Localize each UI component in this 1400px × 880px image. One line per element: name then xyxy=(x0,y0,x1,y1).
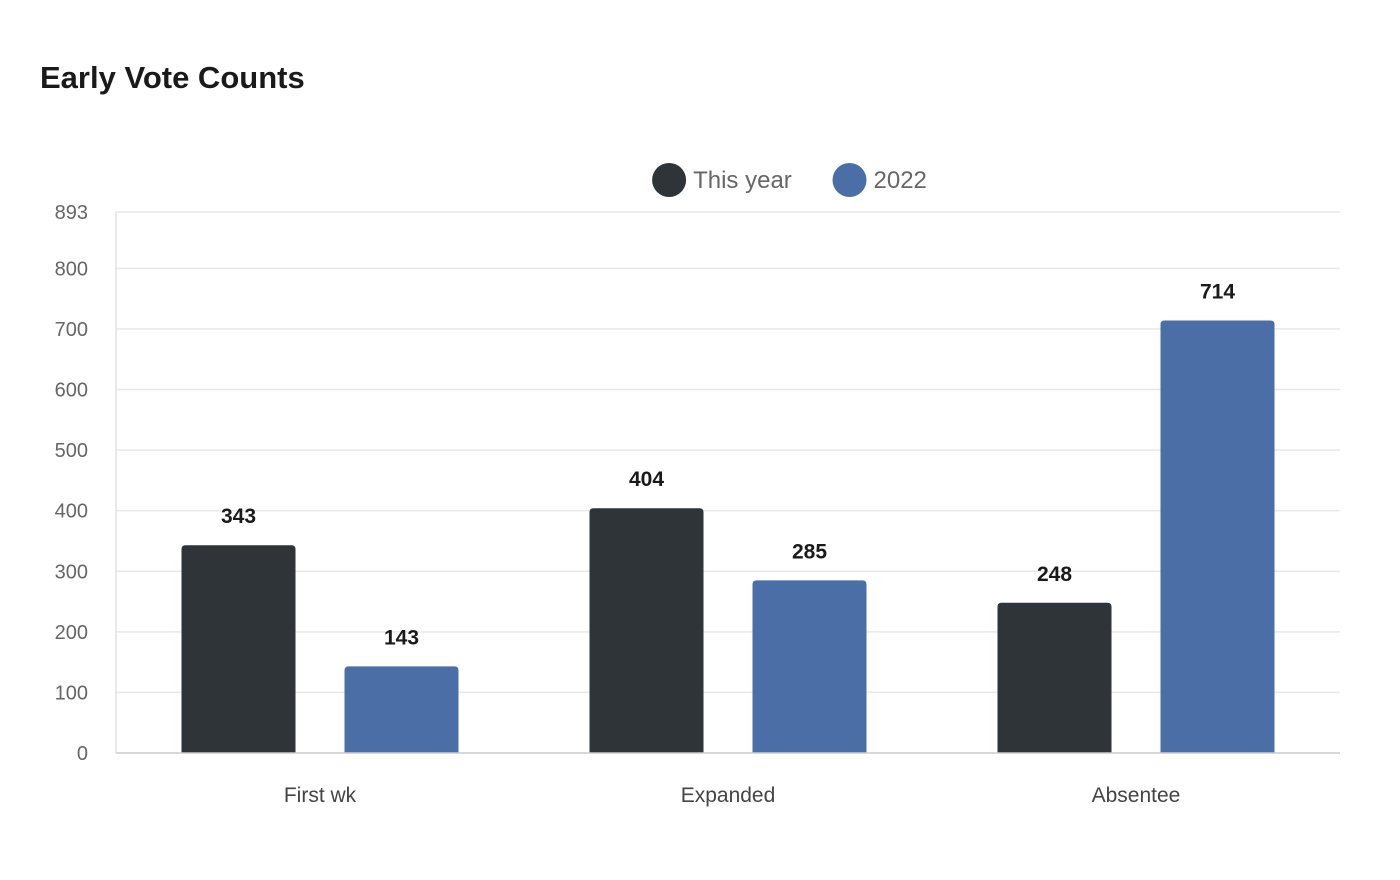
y-tick-label: 300 xyxy=(55,561,88,583)
data-label: 143 xyxy=(384,626,419,649)
data-label: 248 xyxy=(1037,563,1072,586)
legend-swatch xyxy=(832,163,867,197)
data-labels: 343 143 404 285 248 714 xyxy=(221,280,1235,649)
y-axis: 0 100 200 300 400 500 600 700 800 893 xyxy=(55,202,117,765)
y-tick-label: 600 xyxy=(55,380,88,402)
legend-item[interactable]: This year xyxy=(652,163,792,197)
data-label: 404 xyxy=(629,468,664,491)
y-tick-label: 400 xyxy=(55,501,88,523)
x-tick-label: Expanded xyxy=(681,784,776,807)
bar-this-year-2 xyxy=(997,602,1112,753)
data-label: 343 xyxy=(221,505,256,528)
legend-swatch xyxy=(652,163,687,197)
chart-title: Early Vote Counts xyxy=(40,60,305,95)
legend-item[interactable]: 2022 xyxy=(832,163,927,197)
y-tick-label: 700 xyxy=(55,319,88,341)
legend-label: 2022 xyxy=(874,167,927,194)
y-tick-label: 0 xyxy=(77,743,88,765)
x-tick-label: Absentee xyxy=(1092,784,1181,807)
data-label: 714 xyxy=(1200,280,1235,303)
x-axis: First wk Expanded Absentee xyxy=(116,752,1340,807)
legend: This year 2022 xyxy=(652,163,927,197)
legend-label: This year xyxy=(693,167,792,194)
bar-prior-2 xyxy=(1160,320,1275,753)
bar-prior-0 xyxy=(344,666,459,753)
x-tick-label: First wk xyxy=(284,784,357,807)
bar-this-year-1 xyxy=(589,508,704,753)
data-label: 285 xyxy=(792,540,827,563)
grid-lines xyxy=(116,211,1340,694)
y-tick-label: 200 xyxy=(55,622,88,644)
y-tick-label: 500 xyxy=(55,440,88,462)
bar-prior-1 xyxy=(752,580,867,753)
bar-this-year-0 xyxy=(181,545,296,753)
y-tick-label: 893 xyxy=(55,202,88,224)
y-tick-label: 800 xyxy=(55,258,88,280)
bars xyxy=(181,320,1275,753)
y-tick-label: 100 xyxy=(55,682,88,704)
